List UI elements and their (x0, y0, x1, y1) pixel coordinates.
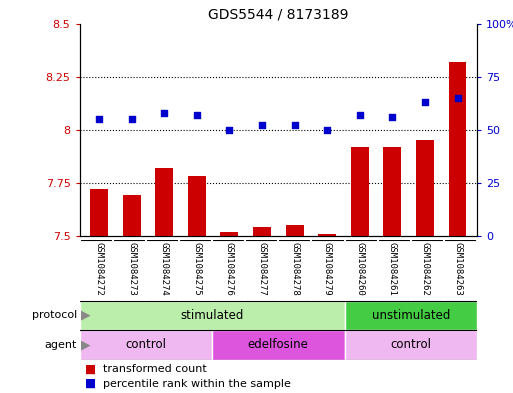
Bar (155, 168, 173, 236)
Text: GSM1084263: GSM1084263 (453, 242, 462, 295)
Text: GSM1084272: GSM1084272 (94, 242, 104, 295)
Bar (383, 147, 401, 236)
Text: GSM1084277: GSM1084277 (258, 242, 267, 295)
Text: GSM1084273: GSM1084273 (127, 242, 136, 295)
Text: GSM1084261: GSM1084261 (388, 242, 397, 295)
Text: ▶: ▶ (77, 338, 91, 351)
Text: GSM1084260: GSM1084260 (356, 242, 364, 295)
Text: edelfosine: edelfosine (248, 338, 309, 351)
Bar (351, 147, 369, 236)
Text: GSM1084276: GSM1084276 (225, 242, 234, 295)
Text: GSM1084275: GSM1084275 (192, 242, 201, 295)
Text: protocol: protocol (32, 310, 77, 320)
Bar (286, 225, 304, 236)
Bar (345, 330, 477, 360)
Text: stimulated: stimulated (181, 309, 244, 322)
Point (193, 112, 201, 118)
Text: control: control (125, 338, 166, 351)
Text: GSM1084279: GSM1084279 (323, 242, 332, 295)
Point (421, 99, 429, 105)
Bar (416, 140, 434, 236)
Bar (253, 227, 271, 236)
Point (258, 122, 266, 129)
Text: unstimulated: unstimulated (371, 309, 450, 322)
Bar (345, 301, 477, 330)
Text: GSM1084278: GSM1084278 (290, 242, 299, 295)
Text: transformed count: transformed count (103, 364, 206, 374)
Point (356, 112, 364, 118)
Bar (188, 176, 206, 236)
Point (453, 95, 462, 101)
Point (290, 122, 299, 129)
Bar (448, 62, 466, 236)
Bar (80, 301, 345, 330)
Text: ▶: ▶ (77, 309, 91, 322)
Point (128, 116, 136, 122)
Bar (221, 231, 239, 236)
Point (388, 114, 397, 120)
Bar (90, 189, 108, 236)
Point (323, 127, 331, 133)
Text: agent: agent (45, 340, 77, 350)
Text: GSM1084274: GSM1084274 (160, 242, 169, 295)
Bar (212, 330, 345, 360)
Text: ■: ■ (85, 362, 100, 375)
Point (225, 127, 233, 133)
Bar (318, 234, 336, 236)
Text: ■: ■ (85, 377, 100, 390)
Title: GDS5544 / 8173189: GDS5544 / 8173189 (208, 7, 348, 21)
Text: control: control (390, 338, 431, 351)
Point (160, 110, 168, 116)
Point (95, 116, 103, 122)
Text: percentile rank within the sample: percentile rank within the sample (103, 378, 290, 389)
Text: GSM1084262: GSM1084262 (421, 242, 429, 295)
Bar (80, 330, 212, 360)
Bar (123, 195, 141, 236)
